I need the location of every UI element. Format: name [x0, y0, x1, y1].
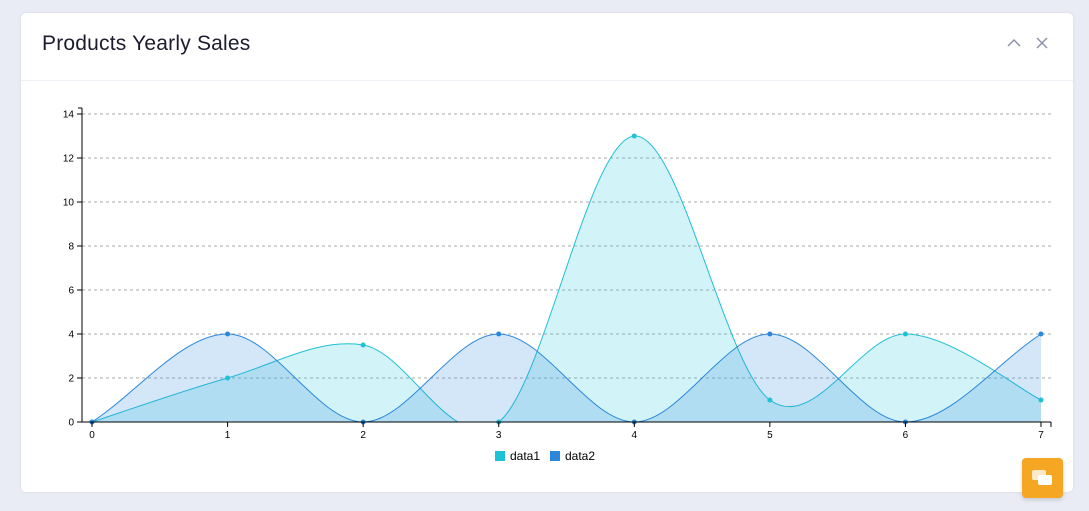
chat-button[interactable] — [1022, 458, 1063, 498]
x-tick-label: 4 — [632, 430, 638, 441]
y-tick-label: 8 — [68, 242, 74, 253]
area-data1 — [92, 135, 1041, 422]
x-tick-label: 0 — [89, 430, 95, 441]
y-tick-label: 10 — [63, 198, 75, 209]
point-data2 — [767, 331, 773, 337]
card-header: Products Yearly Sales — [21, 13, 1073, 81]
legend-swatch-data2 — [550, 451, 560, 461]
x-tick-label: 3 — [496, 430, 502, 441]
chevron-up-icon[interactable] — [1006, 35, 1022, 51]
point-data1 — [767, 397, 773, 403]
legend-swatch-data1 — [495, 451, 505, 461]
line-data1 — [92, 135, 1041, 422]
sales-card: Products Yearly Sales — [21, 13, 1073, 492]
point-data1 — [631, 133, 637, 139]
y-tick-label: 12 — [63, 154, 75, 165]
point-data2 — [1038, 331, 1044, 337]
legend-label-data1: data1 — [510, 449, 540, 463]
point-data1 — [225, 375, 231, 381]
point-data2 — [496, 331, 502, 337]
y-tick-label: 2 — [68, 374, 74, 385]
y-tick-label: 14 — [63, 110, 75, 121]
point-data1 — [902, 331, 908, 337]
y-tick-label: 0 — [68, 418, 74, 429]
x-tick-label: 1 — [225, 430, 231, 441]
point-data1 — [1038, 397, 1044, 403]
card-title: Products Yearly Sales — [42, 32, 251, 55]
y-tick-label: 6 — [68, 286, 74, 297]
x-tick-label: 6 — [903, 430, 909, 441]
x-tick-label: 7 — [1038, 430, 1044, 441]
point-data1 — [360, 342, 366, 348]
line-data2 — [92, 333, 1041, 422]
legend-label-data2: data2 — [565, 449, 595, 463]
point-data2 — [225, 331, 231, 337]
close-icon[interactable] — [1034, 35, 1050, 51]
chat-icon — [1032, 470, 1052, 485]
x-tick-label: 5 — [767, 430, 773, 441]
plot-area — [92, 135, 1041, 422]
y-tick-label: 4 — [68, 330, 74, 341]
x-tick-label: 2 — [360, 430, 366, 441]
